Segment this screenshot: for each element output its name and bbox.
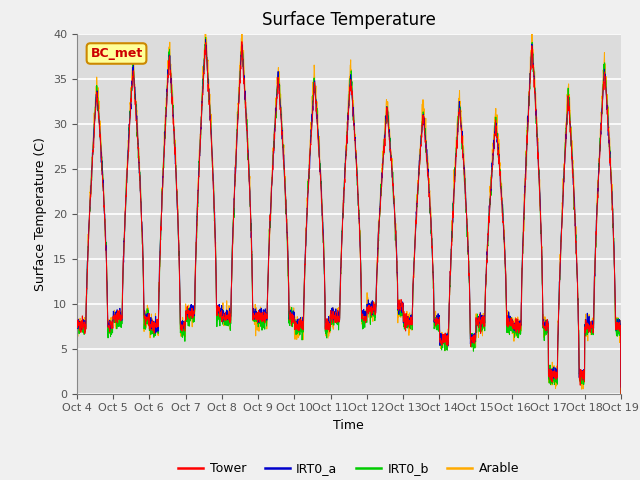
Text: BC_met: BC_met	[90, 47, 143, 60]
Legend: Tower, IRT0_a, IRT0_b, Arable: Tower, IRT0_a, IRT0_b, Arable	[173, 457, 524, 480]
Title: Surface Temperature: Surface Temperature	[262, 11, 436, 29]
Y-axis label: Surface Temperature (C): Surface Temperature (C)	[35, 137, 47, 290]
X-axis label: Time: Time	[333, 419, 364, 432]
